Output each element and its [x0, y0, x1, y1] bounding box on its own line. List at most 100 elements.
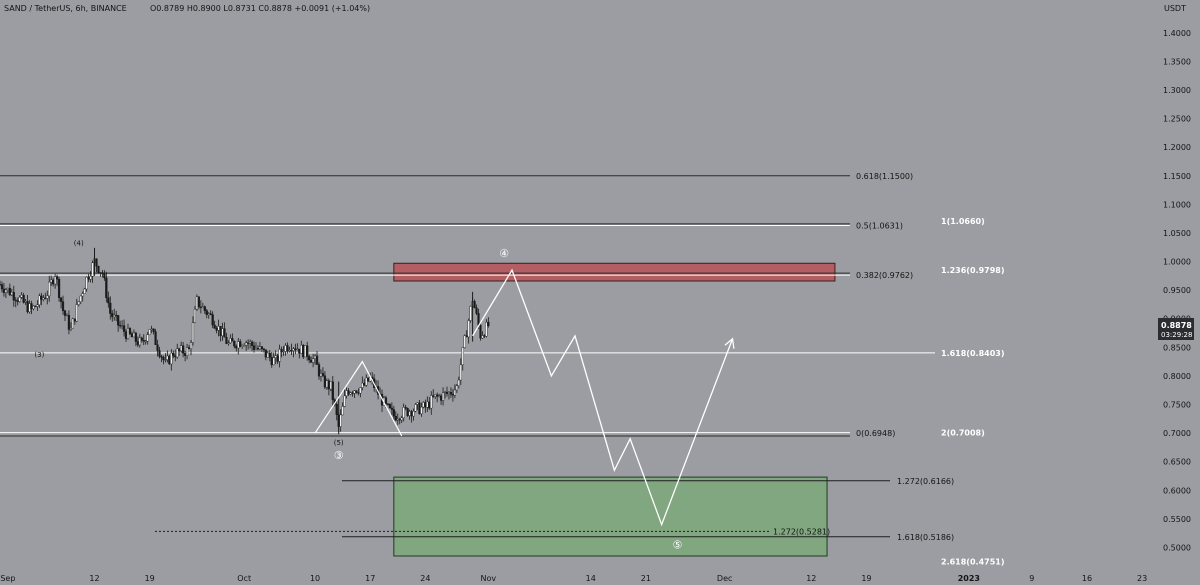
candle	[81, 291, 84, 302]
candle	[420, 402, 423, 417]
time-tick-label: Nov	[481, 574, 497, 583]
wave-label-circled: ⑤	[672, 539, 682, 552]
time-tick-label: 24	[420, 574, 430, 583]
candle	[164, 353, 167, 363]
candle	[191, 316, 195, 346]
candle	[54, 273, 57, 289]
candle	[231, 333, 234, 342]
price-tick-label: 0.7500	[1163, 400, 1191, 409]
time-tick-label: 12	[89, 574, 99, 583]
candle	[56, 274, 59, 286]
candle	[152, 328, 155, 335]
candle	[134, 331, 137, 347]
candle	[193, 306, 197, 324]
symbol-title[interactable]: SAND / TetherUS, 6h, BINANCE	[4, 4, 127, 13]
candle	[4, 287, 8, 298]
candle	[95, 258, 98, 273]
fib-level-label: 1.272(0.6166)	[897, 477, 954, 486]
candle	[160, 354, 163, 363]
candle	[209, 310, 212, 316]
candle	[67, 310, 71, 335]
price-axis[interactable]: 1.4000 1.3500 1.3000 1.2500 1.2000 1.1500 1.10…	[1163, 29, 1191, 553]
support-zone[interactable]	[393, 476, 828, 557]
time-tick-label: 17	[365, 574, 375, 583]
candle	[36, 300, 39, 311]
candle	[142, 334, 145, 346]
candle	[365, 374, 368, 387]
time-tick-label: Oct	[237, 574, 251, 583]
time-tick-label: 16	[1082, 574, 1092, 583]
time-tick-label: 19	[861, 574, 871, 583]
candle	[168, 354, 171, 365]
projection-path[interactable]	[472, 268, 734, 527]
time-tick-label: 12	[806, 574, 816, 583]
candle	[404, 404, 407, 411]
candle	[347, 388, 350, 396]
fib-level-label: 1(1.0660)	[941, 217, 985, 226]
candle	[172, 350, 175, 359]
candle	[182, 341, 185, 358]
time-tick-label: Sep	[0, 574, 15, 583]
fib-level-label: 2.618(0.4751)	[941, 558, 1005, 567]
candle	[331, 375, 334, 407]
candle	[46, 290, 49, 305]
candle	[262, 348, 265, 353]
candle	[245, 340, 248, 351]
fib-level-label: 0.5(1.0631)	[856, 221, 903, 230]
candle	[40, 292, 43, 306]
candle	[189, 339, 193, 356]
candle	[91, 260, 94, 283]
candle	[243, 343, 246, 347]
candle	[59, 297, 63, 309]
fib-level-label: 0(0.6948)	[856, 429, 895, 438]
candle	[109, 296, 112, 320]
price-tick-label: 1.1000	[1163, 200, 1191, 209]
candle	[457, 376, 460, 389]
candle	[475, 304, 478, 316]
candle	[463, 334, 466, 349]
time-tick-label: 23	[1137, 574, 1147, 583]
fib-level-label: 0.382(0.9762)	[856, 271, 913, 280]
candle	[239, 339, 242, 348]
price-tick-label: 1.2000	[1163, 143, 1191, 152]
candle	[158, 346, 161, 359]
candle	[8, 283, 11, 296]
projection-layer	[314, 268, 735, 527]
candle	[481, 331, 484, 340]
bar-countdown: 03:29:28	[1161, 331, 1192, 339]
wave-triangle-path[interactable]	[314, 360, 403, 437]
candle	[302, 343, 305, 359]
candle	[473, 299, 476, 309]
candle	[306, 341, 309, 361]
price-tick-label: 0.8000	[1163, 372, 1191, 381]
candle	[22, 292, 25, 304]
candle	[453, 384, 456, 399]
candle	[146, 331, 149, 345]
time-tick-label: 21	[641, 574, 651, 583]
candles-layer	[0, 247, 490, 435]
candle	[355, 390, 358, 394]
candle	[335, 400, 338, 421]
last-price-value: 0.8878	[1161, 321, 1192, 330]
candle	[0, 281, 4, 293]
wave-labels-layer: (4) (3) (5) ③ ④ ⑤	[34, 240, 682, 552]
candle	[406, 407, 409, 417]
candle	[85, 276, 88, 292]
projection-arrowhead	[724, 337, 735, 349]
last-price-tag: 0.8878 03:29:28	[1158, 318, 1194, 340]
candle	[282, 346, 285, 356]
candle	[48, 275, 51, 302]
fib-level-label: 2(0.7008)	[941, 429, 985, 438]
candle	[390, 402, 393, 415]
candle	[101, 270, 104, 278]
candle	[311, 353, 315, 368]
candle	[233, 340, 236, 349]
time-axis[interactable]: Sep 12 19 Oct 10 17 24 Nov 14 21 Dec 12 19 2023 9 16 23	[0, 574, 1147, 583]
resistance-zone[interactable]	[393, 262, 836, 282]
candle	[479, 323, 482, 341]
candle	[317, 362, 321, 380]
candle	[205, 308, 208, 319]
time-tick-label: 9	[1029, 574, 1034, 583]
candle	[469, 305, 472, 323]
